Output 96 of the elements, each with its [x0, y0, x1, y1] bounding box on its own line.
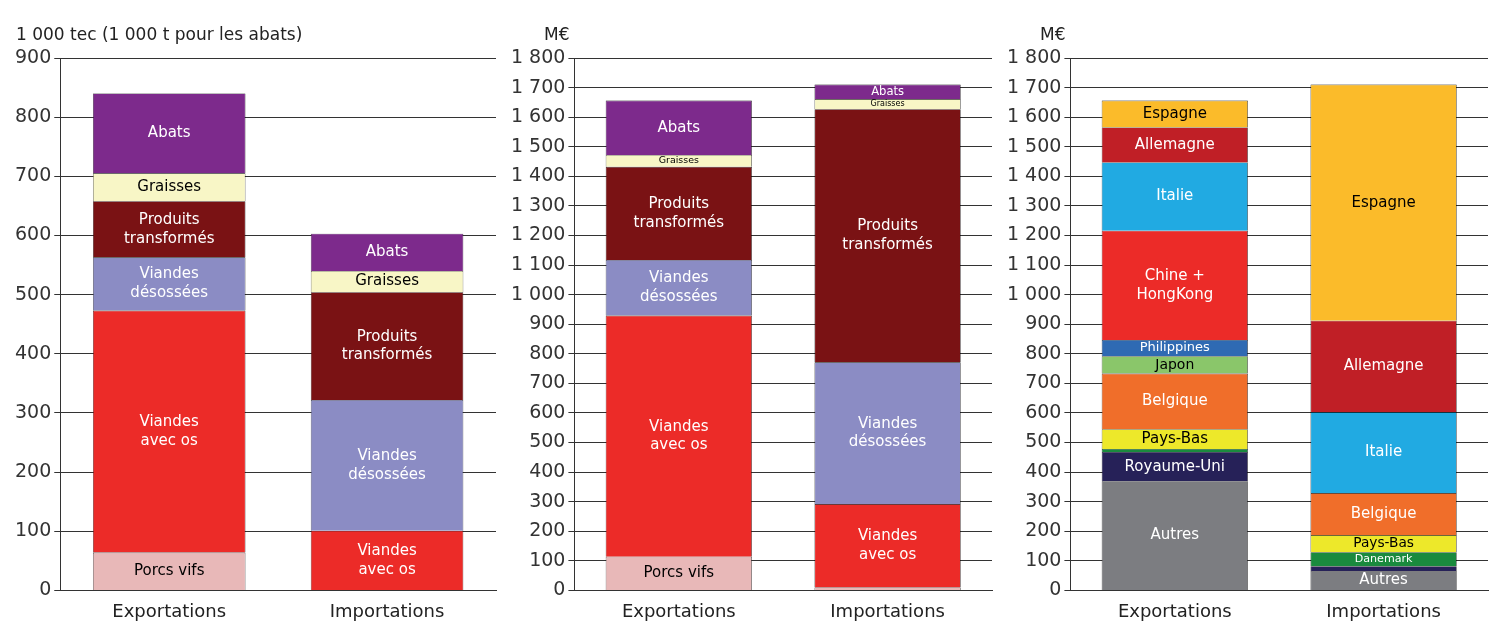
text: Abats	[147, 123, 191, 142]
series-label: Philippines	[1139, 339, 1211, 355]
series-label: Italie	[1156, 186, 1194, 205]
y-tick-label: 1 500	[510, 133, 566, 156]
y-tick-label: 1 800	[510, 44, 566, 67]
series-label: Autres	[1359, 570, 1409, 589]
text: Viandes désossées	[848, 413, 927, 451]
y-tick-label: 900	[15, 44, 52, 67]
y-tick-label: 1 700	[1006, 74, 1062, 97]
y-tick-label: 1 200	[1006, 222, 1062, 245]
y-tick-label: 600	[15, 222, 52, 245]
series-label: Pays-Bas	[1141, 429, 1209, 447]
y-axis-title: M€	[544, 23, 570, 44]
text: Viandes avec os	[139, 412, 199, 449]
x-tick-label: Importations	[1326, 599, 1441, 621]
y-tick-label: 1 300	[1006, 192, 1062, 215]
series-label: Abats	[871, 83, 905, 98]
text: Viandes avec os	[649, 416, 709, 454]
text: Viandes désossées	[348, 445, 426, 483]
text: Pays-Bas	[1353, 534, 1414, 551]
text: Graisses	[658, 154, 699, 166]
y-tick-label: 700	[529, 370, 566, 393]
y-tick-label: 1 400	[510, 163, 566, 186]
y-axis-title: M€	[1040, 23, 1066, 44]
series-label: Viandes avec os	[357, 540, 417, 578]
text: Autres	[1150, 525, 1200, 544]
text: Abats	[657, 117, 701, 136]
series-label: Royaume-Uni	[1124, 456, 1226, 475]
y-tick-label: 600	[1025, 399, 1062, 422]
series-label: Espagne	[1142, 103, 1207, 122]
series-label: Danemark	[1354, 552, 1414, 566]
series-label: Viandes désossées	[130, 264, 209, 302]
y-tick-label: 0	[1049, 577, 1062, 600]
y-tick-label: 400	[1025, 459, 1062, 482]
series-label: Graisses	[355, 271, 420, 290]
y-tick-label: 200	[15, 459, 52, 482]
y-tick-label: 1 100	[510, 251, 566, 274]
y-tick-label: 1 600	[1006, 104, 1062, 127]
y-tick-label: 200	[1025, 518, 1062, 541]
y-tick-label: 1 000	[1006, 281, 1062, 304]
x-tick-label: Exportations	[112, 599, 227, 621]
y-tick-label: 700	[15, 163, 52, 186]
x-tick-label: Importations	[830, 599, 945, 621]
y-tick-label: 400	[15, 340, 52, 363]
y-tick-label: 1 200	[510, 222, 566, 245]
x-tick-label: Exportations	[1117, 599, 1232, 621]
y-tick-label: 100	[1025, 547, 1062, 570]
series-label: Abats	[365, 242, 409, 261]
y-tick-label: 500	[15, 281, 52, 304]
series-label: Chine + HongKong	[1136, 265, 1214, 303]
y-tick-label: 800	[1025, 340, 1062, 363]
series-label: Allemagne	[1134, 134, 1215, 153]
y-tick-label: 0	[553, 577, 566, 600]
y-tick-label: 100	[15, 518, 52, 541]
y-tick-label: 300	[1025, 488, 1062, 511]
y-tick-label: 800	[15, 104, 52, 127]
y-tick-label: 100	[529, 547, 566, 570]
series-label: Viandes désossées	[639, 268, 718, 306]
y-tick-label: 600	[529, 399, 566, 422]
series-label: Viandes avec os	[857, 526, 918, 563]
x-tick-label: Importations	[329, 599, 445, 621]
text: Espagne	[1351, 192, 1416, 211]
y-tick-label: 1 600	[510, 104, 566, 127]
y-tick-label: 900	[529, 311, 566, 334]
series-label: Japon	[1154, 355, 1195, 372]
series-label: Graisses	[870, 99, 905, 109]
y-tick-label: 300	[529, 488, 566, 511]
y-tick-label: 500	[1025, 429, 1062, 452]
x-tick-label: Exportations	[621, 599, 736, 621]
y-tick-label: 1 700	[510, 74, 566, 97]
text: Italie	[1365, 442, 1403, 461]
y-tick-label: 1 500	[1006, 133, 1062, 156]
text: Produits transformés	[341, 326, 433, 364]
text: Belgique	[1141, 391, 1208, 410]
y-tick-label: 700	[1025, 370, 1062, 393]
y-tick-label: 1 400	[1006, 163, 1062, 186]
series-label: Produits transformés	[123, 209, 215, 247]
series-label: Porcs vifs	[643, 563, 715, 582]
y-tick-label: 300	[15, 399, 52, 422]
y-tick-label: 500	[529, 429, 566, 452]
y-tick-label: 1 000	[510, 281, 566, 304]
series-label: Porcs vifs	[133, 561, 205, 580]
series-label: Produits transformés	[633, 193, 725, 231]
series-label: Belgique	[1350, 503, 1417, 522]
text: Graisses	[137, 177, 202, 196]
text: Allemagne	[1343, 356, 1424, 375]
y-tick-label: 800	[529, 340, 566, 363]
y-tick-label: 1 800	[1006, 44, 1062, 67]
text: Produits transformés	[842, 216, 933, 254]
y-tick-label: 1 300	[510, 192, 566, 215]
y-tick-label: 400	[529, 459, 566, 482]
y-tick-label: 0	[39, 577, 52, 600]
y-tick-label: 200	[529, 518, 566, 541]
y-axis-title: 1 000 tec (1 000 t pour les abats)	[16, 23, 303, 44]
y-tick-label: 1 100	[1006, 251, 1062, 274]
y-tick-label: 900	[1025, 311, 1062, 334]
